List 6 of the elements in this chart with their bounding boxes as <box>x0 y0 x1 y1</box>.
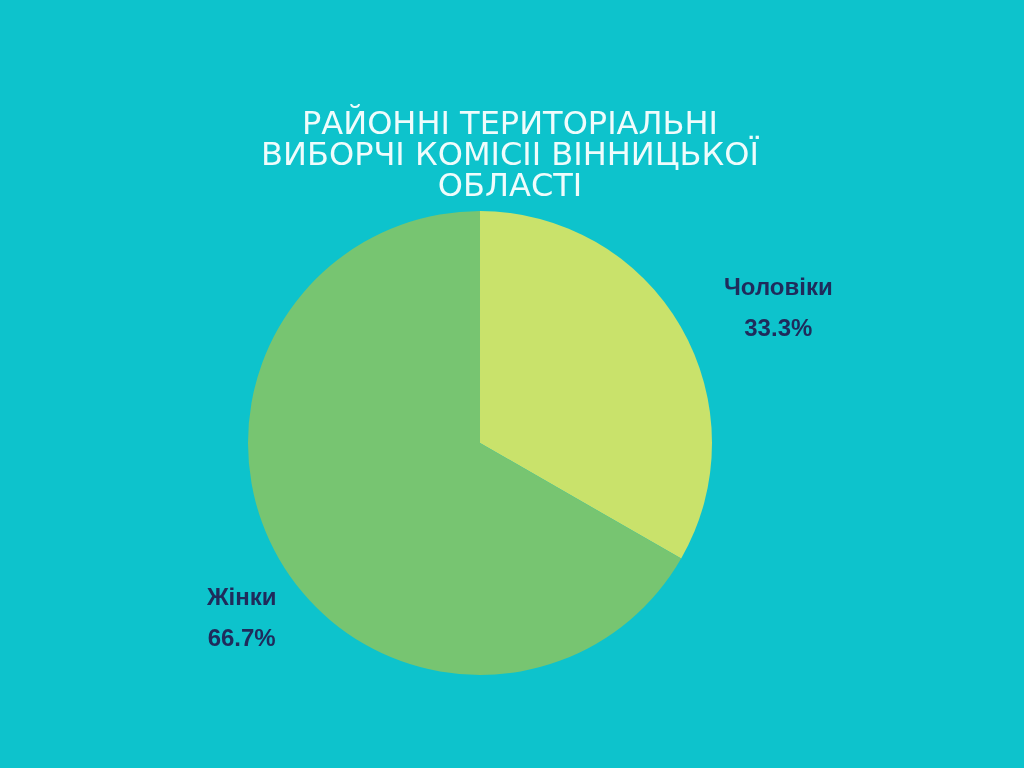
slice-label: Чоловіки <box>723 272 833 300</box>
chart-title: РАЙОННІ ТЕРИТОРІАЛЬНІ ВИБОРЧІ КОМІСІІ ВІННИЦЬКОЇ ОБЛАСТІ <box>261 104 760 204</box>
pie-slice <box>480 211 712 559</box>
data-label: 33.3% <box>744 313 813 341</box>
data-label: 66.7% <box>207 624 276 652</box>
slice-label: Жінки <box>205 583 277 611</box>
